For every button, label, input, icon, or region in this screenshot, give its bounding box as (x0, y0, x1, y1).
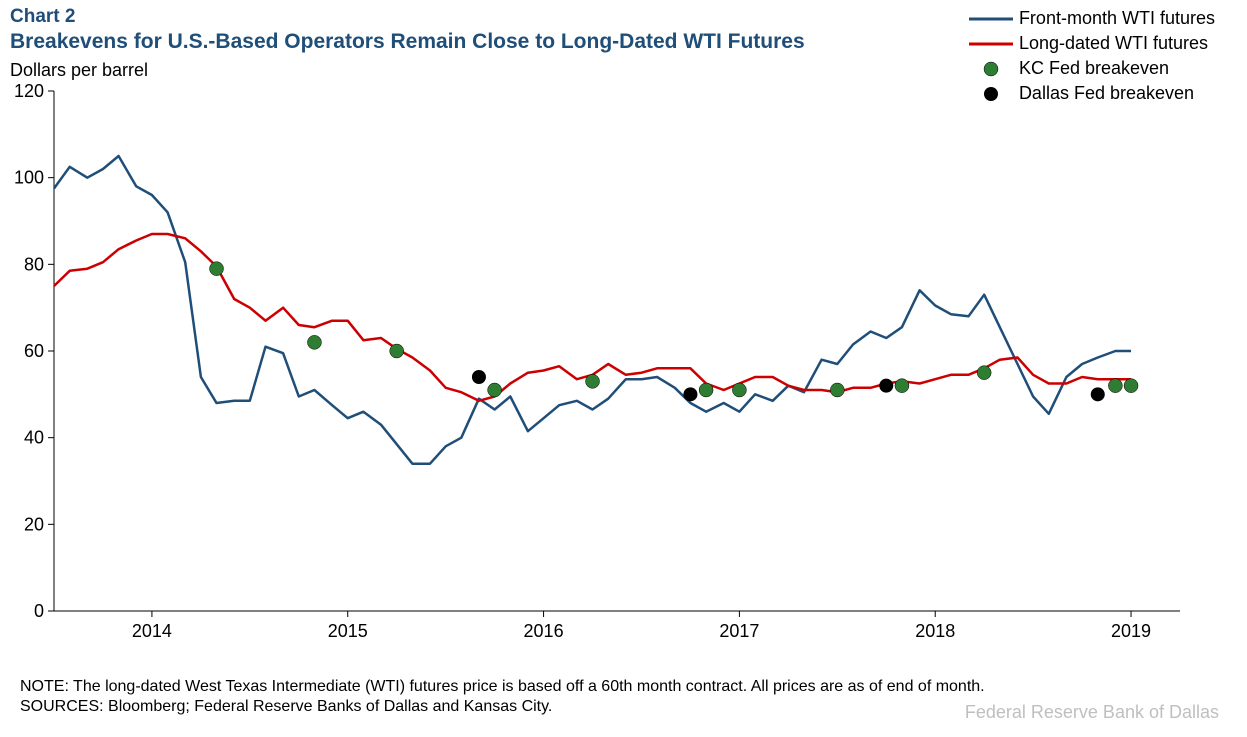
svg-text:0: 0 (34, 601, 44, 621)
svg-text:2015: 2015 (328, 621, 368, 641)
chart-footer: NOTE: The long-dated West Texas Intermed… (20, 677, 985, 717)
legend-label: Long-dated WTI futures (1019, 33, 1208, 54)
legend-swatch-line (969, 36, 1013, 52)
legend-label: Dallas Fed breakeven (1019, 83, 1194, 104)
legend-item-long-dated: Long-dated WTI futures (969, 33, 1215, 54)
legend: Front-month WTI futures Long-dated WTI f… (969, 8, 1215, 108)
svg-text:2019: 2019 (1111, 621, 1151, 641)
svg-text:2016: 2016 (524, 621, 564, 641)
plot-area: 0 20 40 60 80 100 120 2014 2015 2016 2017 2018 2019 (10, 83, 1190, 645)
legend-item-dallas-fed: Dallas Fed breakeven (969, 83, 1215, 104)
chart-note: NOTE: The long-dated West Texas Intermed… (20, 677, 985, 697)
svg-text:2017: 2017 (719, 621, 759, 641)
svg-text:20: 20 (24, 514, 44, 534)
legend-item-kc-fed: KC Fed breakeven (969, 58, 1215, 79)
svg-text:2018: 2018 (915, 621, 955, 641)
legend-swatch-line (969, 11, 1013, 27)
legend-label: Front-month WTI futures (1019, 8, 1215, 29)
chart-container: Chart 2 Breakevens for U.S.-Based Operat… (10, 0, 1237, 737)
svg-text:2014: 2014 (132, 621, 172, 641)
legend-item-front-month: Front-month WTI futures (969, 8, 1215, 29)
svg-text:120: 120 (14, 83, 44, 101)
svg-text:80: 80 (24, 254, 44, 274)
svg-text:60: 60 (24, 341, 44, 361)
watermark: Federal Reserve Bank of Dallas (965, 702, 1219, 723)
svg-text:100: 100 (14, 168, 44, 188)
legend-label: KC Fed breakeven (1019, 58, 1169, 79)
legend-swatch-dot (969, 86, 1013, 102)
legend-swatch-dot (969, 61, 1013, 77)
chart-sources: SOURCES: Bloomberg; Federal Reserve Bank… (20, 697, 985, 717)
svg-text:40: 40 (24, 428, 44, 448)
chart-svg: 0 20 40 60 80 100 120 2014 2015 2016 2017 2018 2019 (10, 83, 1190, 645)
